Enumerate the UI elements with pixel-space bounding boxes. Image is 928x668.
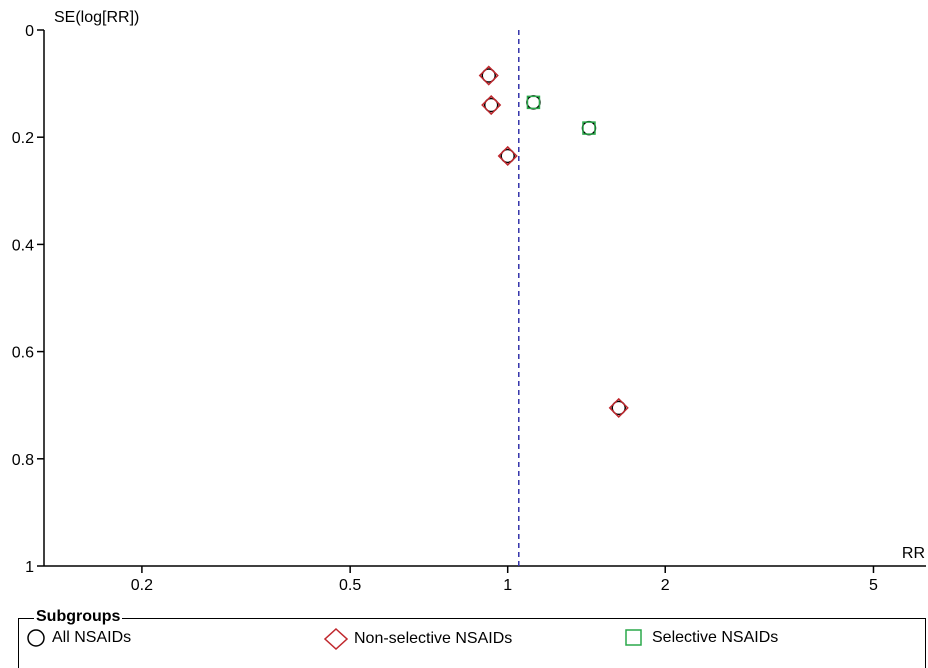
x-tick-label: 0.5 bbox=[339, 577, 361, 594]
point-non-selective bbox=[608, 397, 629, 418]
point-non-selective bbox=[481, 94, 502, 116]
x-tick-label: 1 bbox=[503, 577, 512, 594]
funnel-plot: 0 0.2 0.4 0.6 0.8 1 0.2 0.5 1 2 5 SE(log[RR]) RR bbox=[12, 9, 926, 594]
legend-label: Selective NSAIDs bbox=[652, 629, 779, 646]
point-all-nsaids bbox=[581, 120, 597, 136]
axes: 0 0.2 0.4 0.6 0.8 1 0.2 0.5 1 2 5 SE(log[RR]) RR bbox=[12, 9, 926, 594]
legend-title: Subgroups bbox=[34, 608, 123, 626]
legend-label: Non-selective NSAIDs bbox=[354, 630, 513, 647]
legend-box bbox=[18, 618, 926, 668]
point-all-nsaids bbox=[611, 400, 626, 416]
y-tick-label: 0.4 bbox=[12, 237, 34, 254]
legend-item-selective: Selective NSAIDs bbox=[624, 628, 778, 648]
point-selective bbox=[582, 121, 596, 135]
point-all-nsaids bbox=[500, 148, 515, 164]
y-tick-label: 0.6 bbox=[12, 345, 34, 362]
legend-item-non-selective: Non-selective NSAIDs bbox=[324, 628, 512, 650]
point-all-nsaids bbox=[526, 95, 541, 110]
data-points bbox=[478, 65, 629, 418]
point-non-selective bbox=[478, 65, 499, 86]
x-tick-label: 2 bbox=[661, 577, 670, 594]
square-icon bbox=[625, 629, 642, 646]
x-axis-label: RR bbox=[902, 545, 925, 562]
x-tick-label: 5 bbox=[869, 577, 878, 594]
diamond-icon bbox=[324, 628, 348, 650]
y-axis-label: SE(log[RR]) bbox=[54, 9, 139, 26]
y-tick-label: 1 bbox=[25, 559, 34, 576]
legend-item-all-nsaids: All NSAIDs bbox=[26, 628, 131, 648]
y-tick-label: 0 bbox=[25, 23, 34, 40]
legend-label: All NSAIDs bbox=[52, 629, 132, 646]
point-all-nsaids bbox=[483, 97, 499, 113]
point-selective bbox=[526, 95, 541, 110]
point-all-nsaids bbox=[481, 68, 496, 83]
circle-icon bbox=[27, 629, 45, 647]
point-non-selective bbox=[497, 145, 518, 167]
x-tick-label: 0.2 bbox=[131, 577, 153, 594]
y-tick-label: 0.8 bbox=[12, 452, 34, 469]
y-tick-label: 0.2 bbox=[12, 130, 34, 147]
